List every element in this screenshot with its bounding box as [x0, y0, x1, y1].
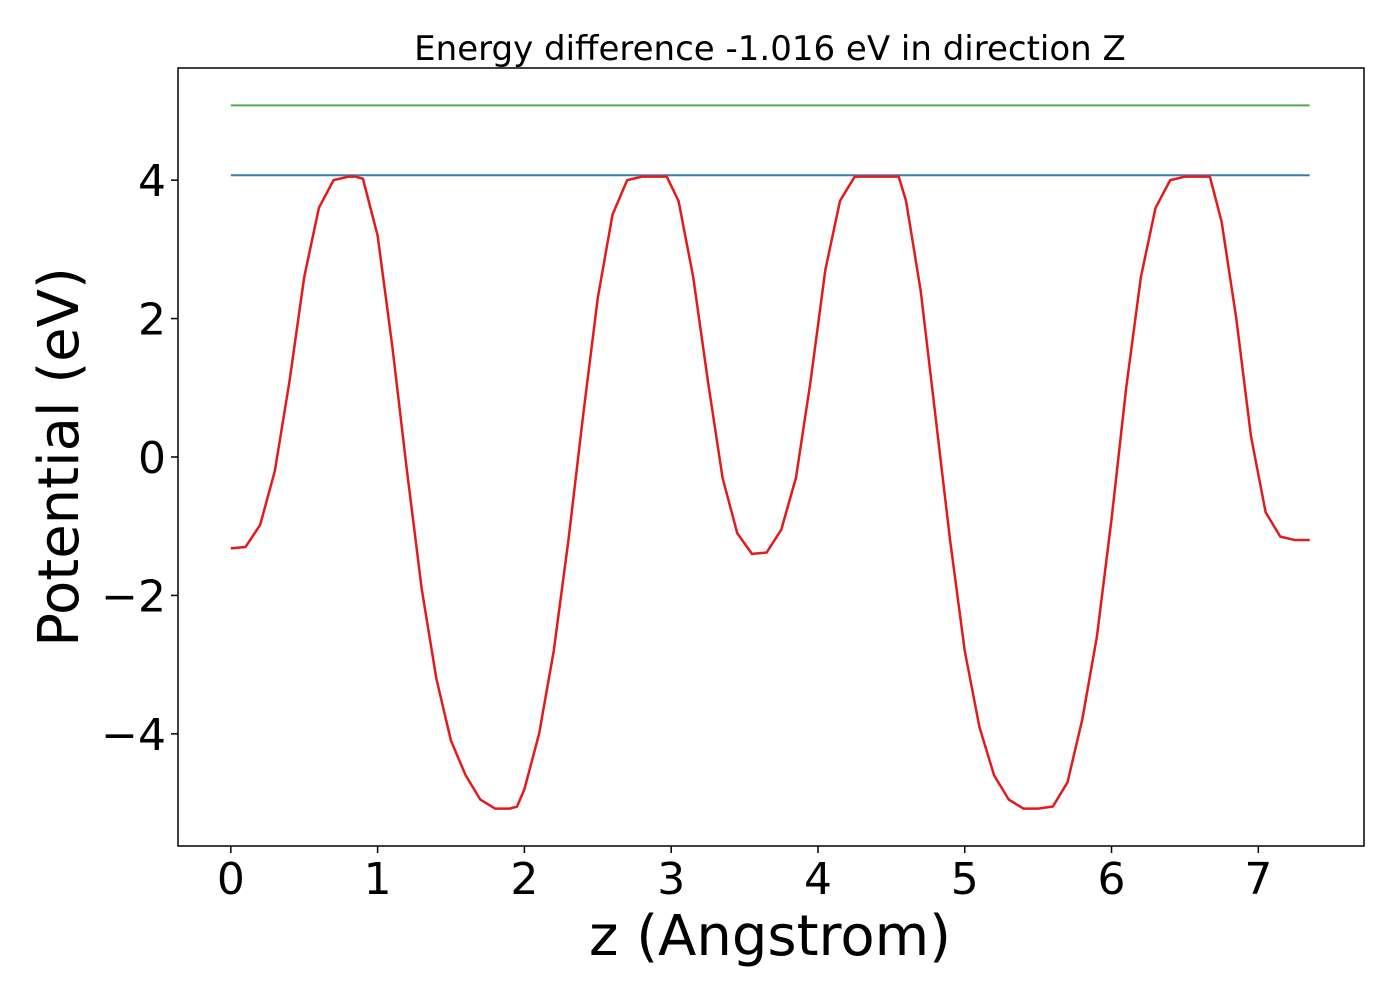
- y-tick-label: 0: [138, 433, 166, 484]
- y-tick-label: −4: [101, 710, 166, 761]
- x-tick-label: 2: [510, 854, 538, 905]
- y-tick-label: −2: [101, 571, 166, 622]
- y-tick-label: 2: [138, 295, 166, 346]
- x-axis-ticks: 0 1 2 3 4 5 6 7: [217, 846, 1272, 905]
- x-axis-label: z (Angstrom): [589, 904, 951, 969]
- y-tick-label: 4: [138, 156, 166, 207]
- plot-area-frame: [177, 67, 1365, 847]
- x-tick-label: 0: [217, 854, 245, 905]
- x-tick-label: 6: [1098, 854, 1126, 905]
- y-axis-ticks: −4 −2 0 2 4: [101, 156, 178, 761]
- x-tick-label: 1: [364, 854, 392, 905]
- y-axis-label: Potential (eV): [27, 267, 92, 647]
- x-tick-label: 3: [657, 854, 685, 905]
- x-tick-label: 4: [804, 854, 832, 905]
- series-line-1: [230, 175, 1310, 810]
- x-tick-label: 7: [1244, 854, 1272, 905]
- x-tick-label: 5: [951, 854, 979, 905]
- series-layer: [230, 104, 1310, 810]
- chart-title: Energy difference -1.016 eV in direction…: [414, 29, 1126, 69]
